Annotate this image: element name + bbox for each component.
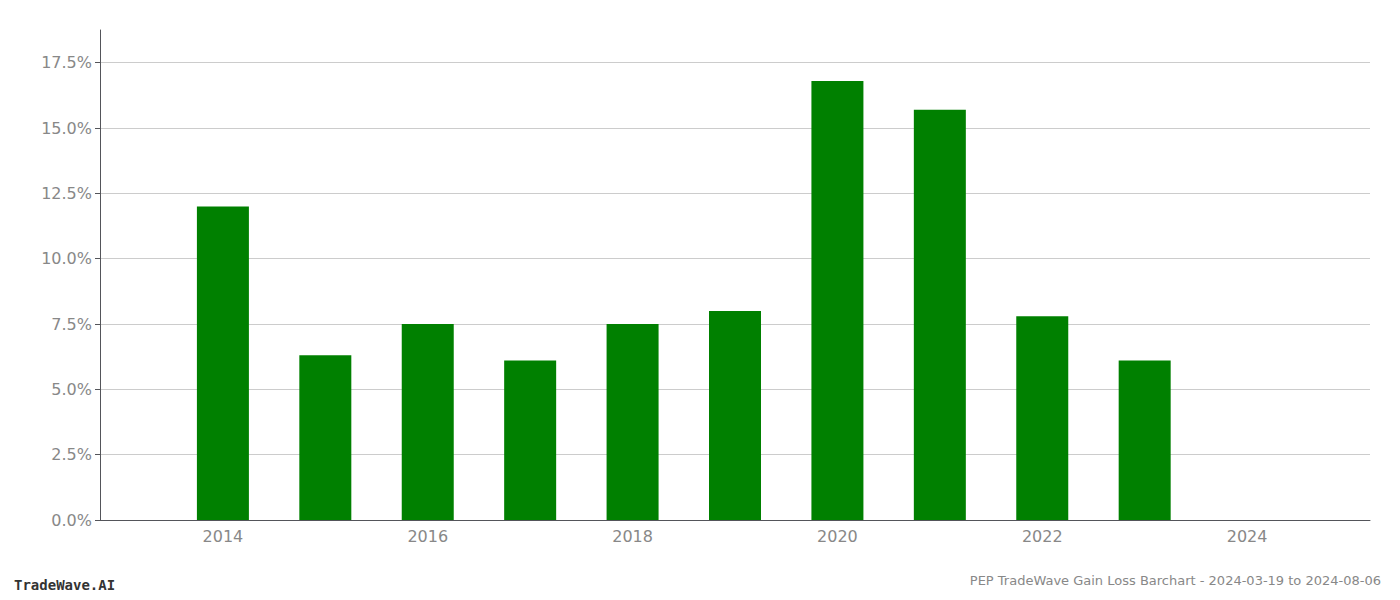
- svg-text:2016: 2016: [407, 527, 448, 546]
- svg-text:17.5%: 17.5%: [41, 53, 92, 72]
- svg-text:PEP TradeWave Gain Loss Barcha: PEP TradeWave Gain Loss Barchart - 2024-…: [970, 573, 1381, 588]
- svg-text:0.0%: 0.0%: [51, 511, 92, 530]
- svg-text:2.5%: 2.5%: [51, 445, 92, 464]
- svg-text:5.0%: 5.0%: [51, 380, 92, 399]
- svg-text:7.5%: 7.5%: [51, 315, 92, 334]
- svg-text:2024: 2024: [1227, 527, 1268, 546]
- svg-text:TradeWave.AI: TradeWave.AI: [14, 577, 115, 593]
- svg-text:12.5%: 12.5%: [41, 184, 92, 203]
- svg-text:2022: 2022: [1022, 527, 1063, 546]
- svg-text:2014: 2014: [203, 527, 244, 546]
- svg-text:2018: 2018: [612, 527, 653, 546]
- svg-text:15.0%: 15.0%: [41, 119, 92, 138]
- svg-text:10.0%: 10.0%: [41, 249, 92, 268]
- svg-text:2020: 2020: [817, 527, 858, 546]
